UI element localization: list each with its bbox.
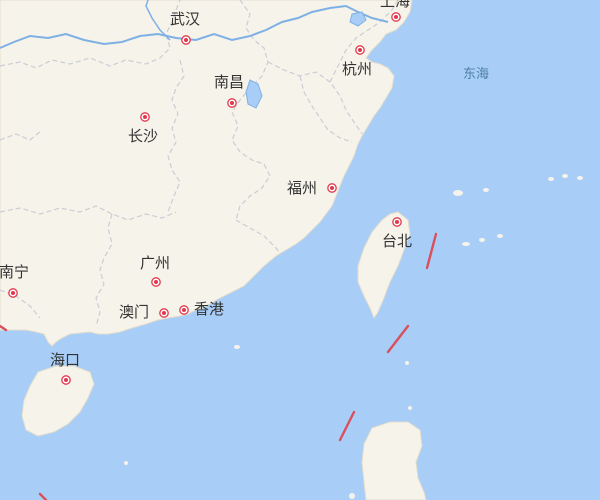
changsha-marker-icon[interactable] bbox=[140, 112, 150, 122]
river-line bbox=[0, 4, 389, 49]
lake-taihu bbox=[349, 11, 367, 27]
taipei-marker-icon[interactable] bbox=[392, 217, 402, 227]
hongkong-marker-icon[interactable] bbox=[179, 305, 189, 315]
taiwan-island bbox=[357, 211, 411, 320]
city-label-nanning: 南宁 bbox=[0, 263, 30, 281]
city-label-taipei: 台北 bbox=[382, 232, 413, 250]
city-label-hongkong: 香港 bbox=[194, 300, 225, 318]
city-label-shanghai: 上海 bbox=[380, 0, 411, 10]
nanning-marker-icon[interactable] bbox=[8, 288, 18, 298]
city-label-hangzhou: 杭州 bbox=[342, 60, 373, 78]
province-borders bbox=[0, 0, 399, 327]
nanchang-marker-icon[interactable] bbox=[227, 98, 237, 108]
city-label-wuhan: 武汉 bbox=[170, 10, 201, 28]
dashed-boundary-segments bbox=[0, 232, 438, 500]
city-label-macau: 澳门 bbox=[119, 303, 150, 321]
hainan-island bbox=[21, 365, 95, 437]
wuhan-marker-icon[interactable] bbox=[181, 35, 191, 45]
sea-label-east-china-sea: 东海 bbox=[463, 67, 490, 82]
shanghai-marker-icon[interactable] bbox=[391, 12, 401, 22]
haikou-marker-icon[interactable] bbox=[61, 375, 71, 385]
city-label-guangzhou: 广州 bbox=[140, 254, 171, 272]
guangzhou-marker-icon[interactable] bbox=[151, 277, 161, 287]
city-label-fuzhou: 福州 bbox=[287, 179, 318, 197]
city-label-nanchang: 南昌 bbox=[214, 73, 245, 91]
small-islands bbox=[124, 174, 583, 499]
city-label-haikou: 海口 bbox=[50, 351, 81, 369]
luzon-island bbox=[361, 421, 427, 500]
macau-marker-icon[interactable] bbox=[159, 308, 169, 318]
city-label-changsha: 长沙 bbox=[128, 127, 159, 145]
hangzhou-marker-icon[interactable] bbox=[355, 45, 365, 55]
fuzhou-marker-icon[interactable] bbox=[327, 183, 337, 193]
lake-poyang bbox=[245, 79, 263, 109]
river-line-minor bbox=[145, 0, 171, 41]
